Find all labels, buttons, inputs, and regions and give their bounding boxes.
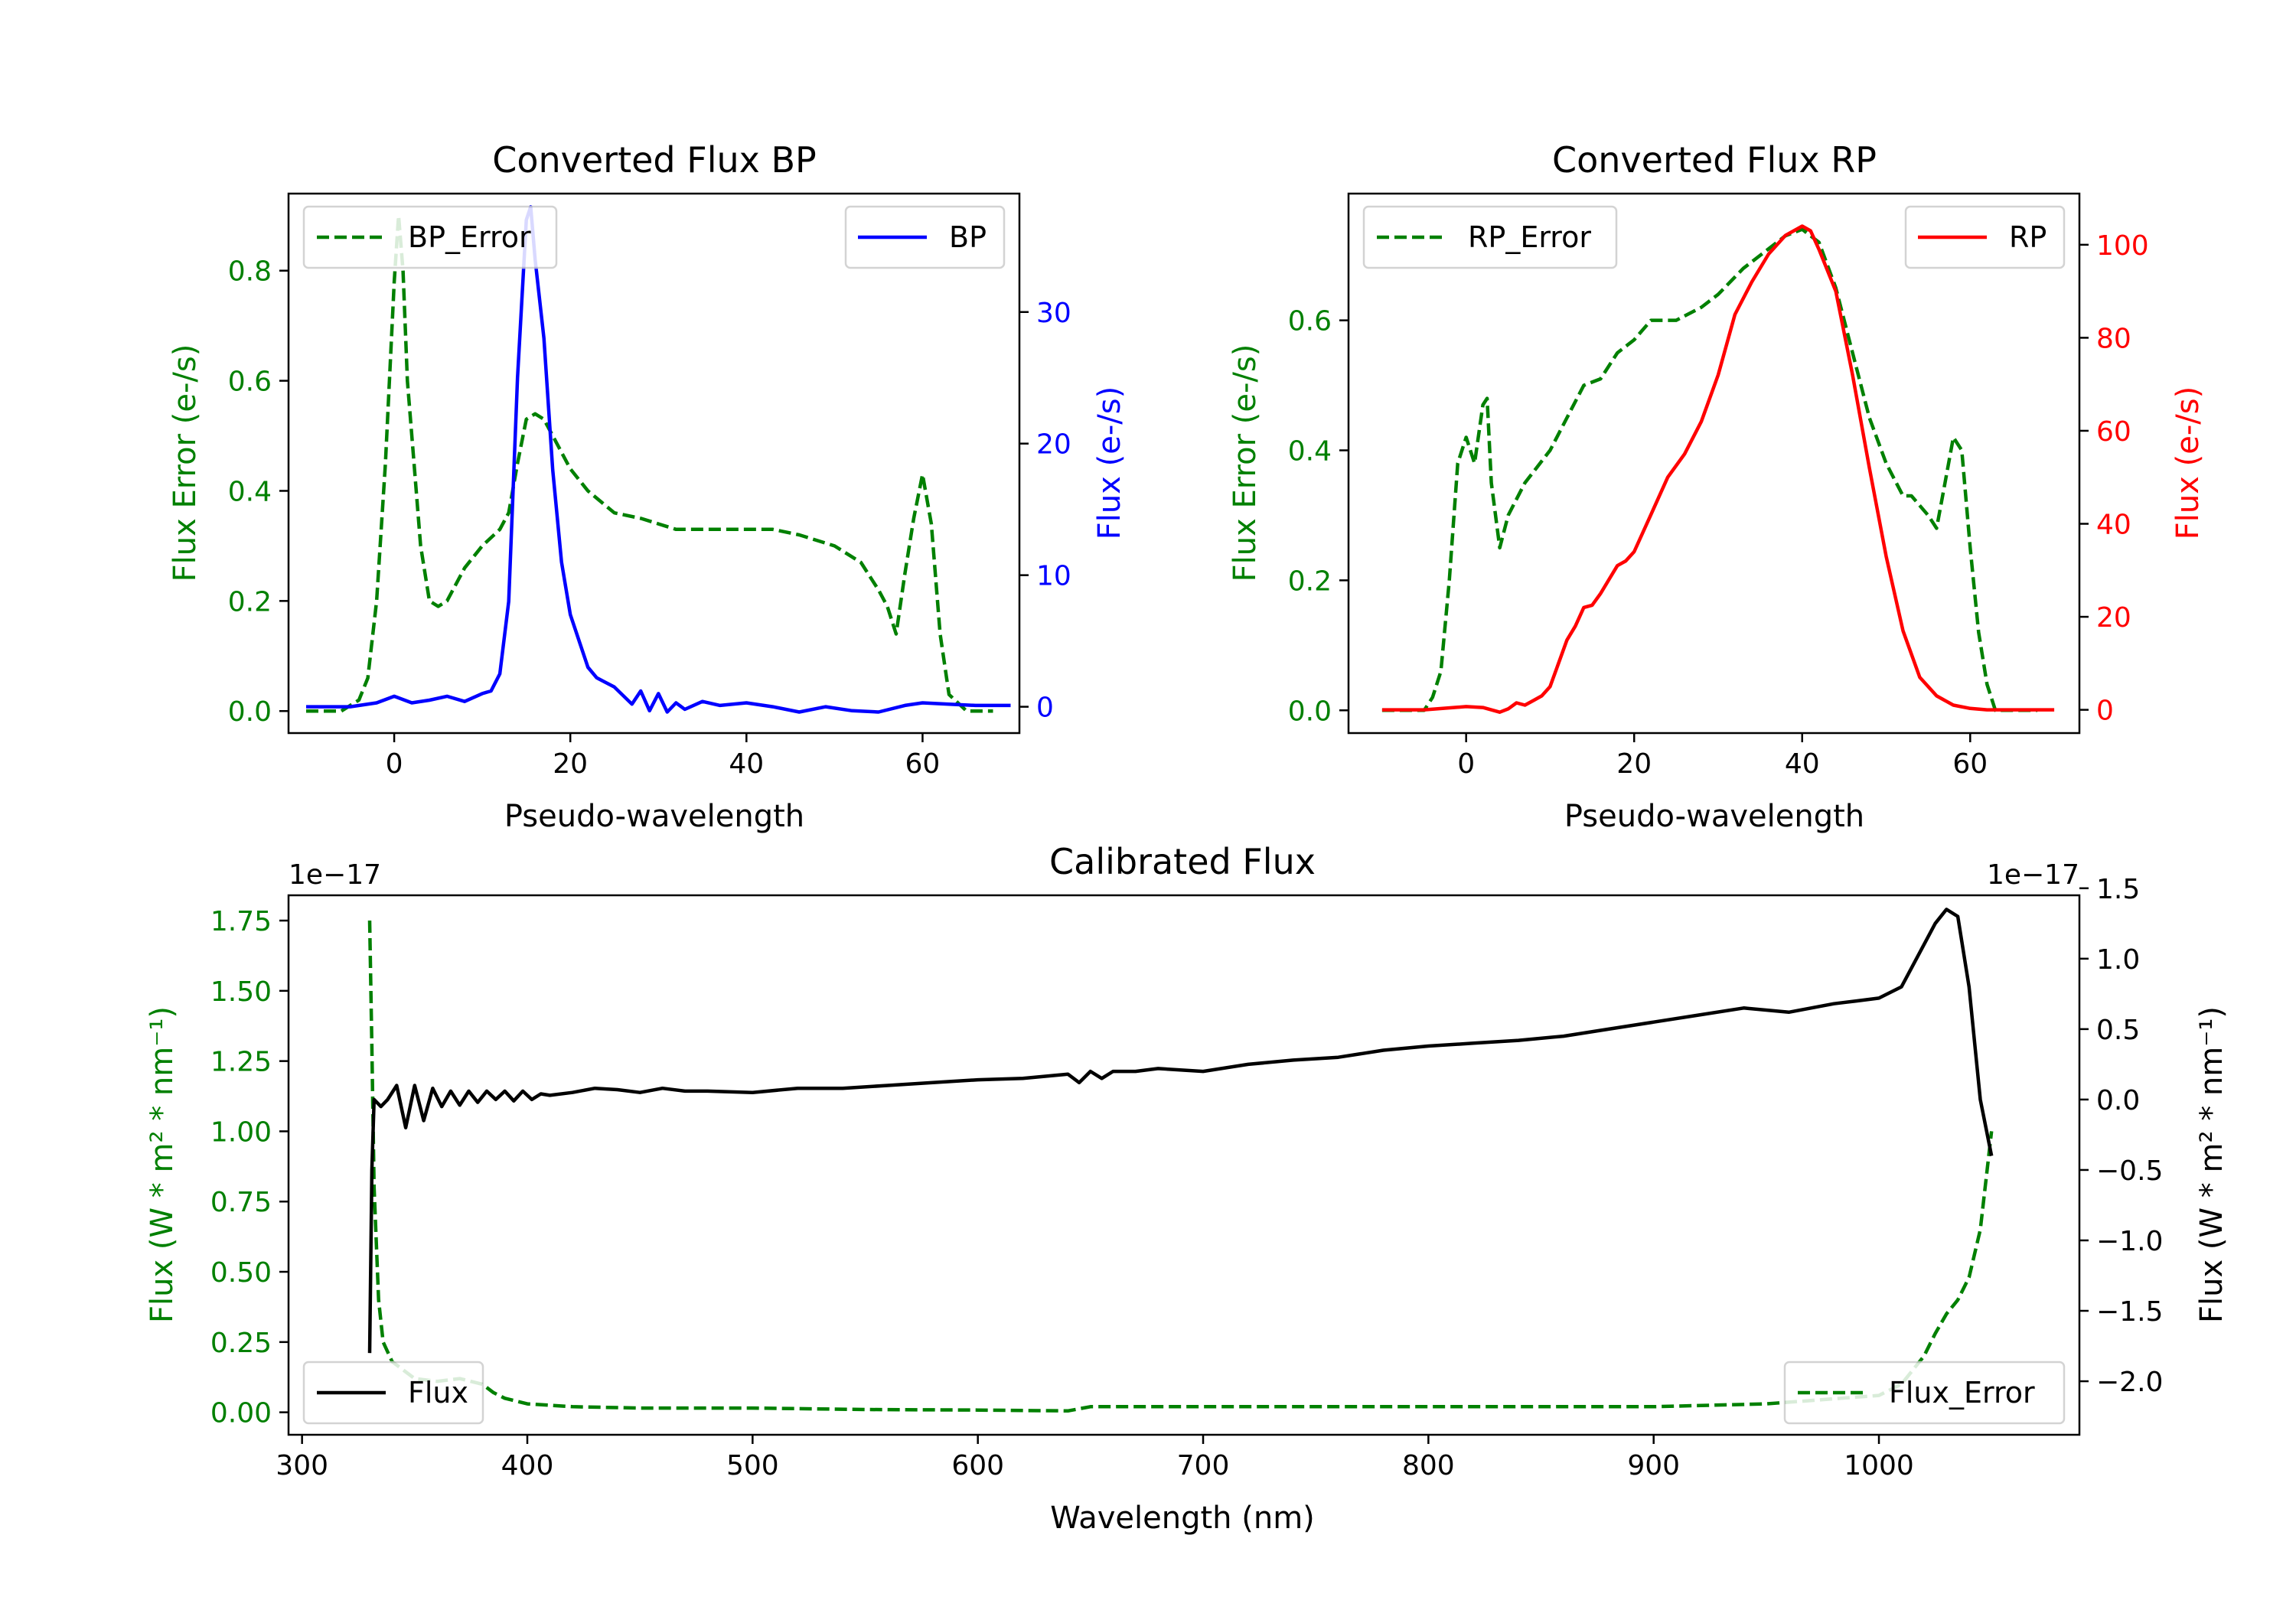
rp-ytick-left-label: 0.2 <box>1288 565 1332 597</box>
rp-flux-line <box>1381 224 2055 714</box>
bp-legend-right-label: BP <box>949 220 987 254</box>
bp-xtick-label: 20 <box>553 748 588 780</box>
bp-flux-line <box>306 204 1011 714</box>
calibrated-ytick-left-label: 1.00 <box>210 1116 272 1148</box>
bp-xtick-label: 40 <box>729 748 764 780</box>
rp-error-line <box>1381 227 2038 712</box>
calibrated-subplot: Calibrated Flux 1e−17 1e−17 300 400 500 600… <box>145 841 2229 1536</box>
calibrated-ytick-right-label: 1.0 <box>2096 944 2140 976</box>
bp-ytick-left-label: 0.2 <box>228 586 272 618</box>
rp-ytick-right-label: 100 <box>2096 230 2149 262</box>
bp-legend-right: BP <box>844 205 1006 269</box>
bp-xtick-label: 0 <box>386 748 403 780</box>
rp-ylabel-right: Flux (e-/s) <box>2170 386 2206 539</box>
rp-ytick-left-label: 0.0 <box>1288 696 1332 727</box>
calibrated-ytick-left-label: 0.00 <box>210 1398 272 1429</box>
calibrated-legend-right-label: Flux_Error <box>1889 1376 2035 1410</box>
rp-xtick-label: 60 <box>1952 748 1988 780</box>
calibrated-ytick-right-label: −1.0 <box>2096 1226 2163 1257</box>
rp-title: Converted Flux RP <box>1552 139 1877 181</box>
bp-xtick-label: 60 <box>905 748 941 780</box>
bp-subplot: Converted Flux BP 0 20 40 60 0.0 0.2 0.4 0.6 0.8… <box>168 139 1127 834</box>
calibrated-legend-left: Flux <box>302 1361 484 1425</box>
rp-xtick-label: 40 <box>1785 748 1820 780</box>
rp-ytick-left-label: 0.6 <box>1288 306 1332 337</box>
calibrated-ytick-right-label: −2.0 <box>2096 1367 2163 1398</box>
bp-ytick-left-label: 0.8 <box>228 256 272 288</box>
calibrated-legend-right: Flux_Error <box>1783 1361 2066 1425</box>
bp-title: Converted Flux BP <box>492 139 817 181</box>
rp-legend-right: RP <box>1904 205 2066 269</box>
calibrated-ytick-left-label: 1.25 <box>210 1047 272 1078</box>
calibrated-ytick-left-label: 1.50 <box>210 976 272 1008</box>
bp-ytick-left-label: 0.6 <box>228 367 272 398</box>
calibrated-flux-line <box>367 908 1994 1354</box>
calibrated-xtick-label: 1000 <box>1844 1450 1914 1481</box>
calibrated-ytick-left-label: 0.25 <box>210 1328 272 1359</box>
calibrated-ylabel-left: Flux (W * m² * nm⁻¹) <box>145 1006 180 1323</box>
calibrated-xtick-label: 800 <box>1402 1450 1455 1481</box>
calibrated-ytick-left-label: 0.50 <box>210 1257 272 1289</box>
bp-xlabel: Pseudo-wavelength <box>504 799 804 834</box>
calibrated-ytick-right-label: 0.0 <box>2096 1085 2140 1116</box>
bp-axes-frame <box>287 192 1021 735</box>
calibrated-ytick-right-label: 1.5 <box>2096 874 2140 905</box>
rp-ylabel-left: Flux Error (e-/s) <box>1228 344 1263 582</box>
bp-ylabel-right: Flux (e-/s) <box>1092 386 1127 539</box>
rp-ytick-right-label: 80 <box>2096 323 2131 354</box>
rp-ytick-right-label: 60 <box>2096 416 2131 448</box>
calibrated-ytick-right-label: 0.5 <box>2096 1015 2140 1046</box>
calibrated-ytick-right-label: −0.5 <box>2096 1155 2163 1187</box>
bp-legend-left: BP_Error <box>302 205 558 269</box>
calibrated-legend-left-label: Flux <box>408 1376 468 1410</box>
rp-xlabel: Pseudo-wavelength <box>1564 799 1864 834</box>
bp-ytick-left-label: 0.4 <box>228 476 272 507</box>
rp-ytick-right-label: 40 <box>2096 510 2131 541</box>
rp-legend-right-label: RP <box>2009 220 2047 254</box>
rp-legend-left: RP_Error <box>1362 205 1618 269</box>
rp-xtick-label: 0 <box>1457 748 1475 780</box>
calibrated-title: Calibrated Flux <box>1049 841 1316 882</box>
rp-ytick-right-label: 0 <box>2096 696 2114 727</box>
bp-legend-left-label: BP_Error <box>408 220 531 254</box>
rp-legend-left-label: RP_Error <box>1468 220 1591 254</box>
calibrated-xlabel: Wavelength (nm) <box>1050 1501 1315 1536</box>
bp-ytick-right-label: 0 <box>1036 693 1054 724</box>
calibrated-xtick-label: 600 <box>951 1450 1004 1481</box>
bp-ytick-right-label: 20 <box>1036 429 1071 461</box>
calibrated-ytick-right-label: −1.5 <box>2096 1296 2163 1328</box>
calibrated-xtick-label: 700 <box>1177 1450 1230 1481</box>
calibrated-xtick-label: 900 <box>1627 1450 1680 1481</box>
bp-ytick-left-label: 0.0 <box>228 696 272 728</box>
rp-axes-frame <box>1347 192 2081 735</box>
rp-xtick-label: 20 <box>1616 748 1652 780</box>
calibrated-ylabel-right: Flux (W * m² * nm⁻¹) <box>2194 1006 2229 1323</box>
calibrated-xtick-label: 400 <box>501 1450 554 1481</box>
calibrated-offset-right: 1e−17 <box>1987 859 2079 891</box>
calibrated-axes-frame <box>287 894 2081 1436</box>
rp-ytick-right-label: 20 <box>2096 602 2131 634</box>
bp-ytick-right-label: 10 <box>1036 561 1071 592</box>
bp-ylabel-left: Flux Error (e-/s) <box>168 344 203 582</box>
rp-subplot: Converted Flux RP 0 20 40 60 0.0 0.2 0.4 0.6 0 20… <box>1228 139 2206 834</box>
calibrated-ytick-left-label: 1.75 <box>210 906 272 937</box>
rp-ytick-left-label: 0.4 <box>1288 436 1332 468</box>
calibrated-offset-left: 1e−17 <box>289 859 381 891</box>
bp-ytick-right-label: 30 <box>1036 298 1071 329</box>
calibrated-xtick-label: 500 <box>726 1450 779 1481</box>
calibrated-ytick-left-label: 0.75 <box>210 1187 272 1218</box>
calibrated-xtick-label: 300 <box>276 1450 328 1481</box>
